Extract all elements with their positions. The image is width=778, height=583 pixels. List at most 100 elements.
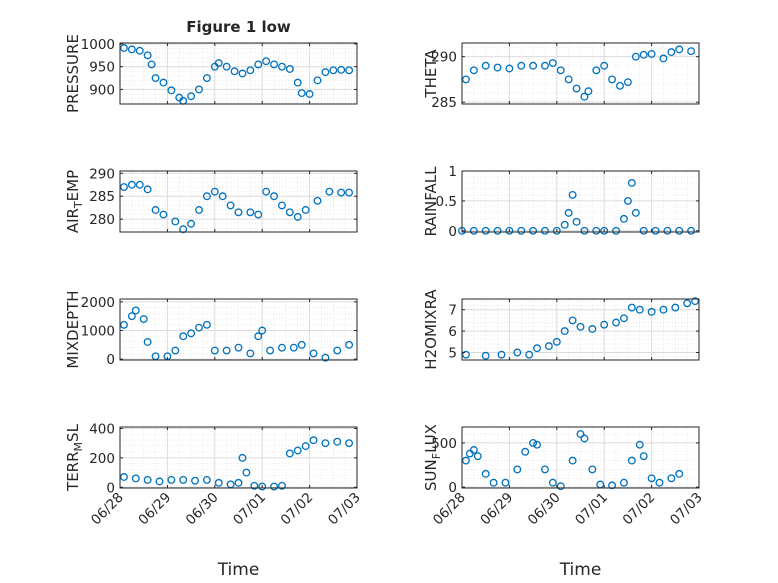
data-point xyxy=(671,303,680,312)
y-axis-label: THETA xyxy=(422,49,440,99)
data-point xyxy=(333,346,342,355)
y-axis-label-subscript: T xyxy=(72,201,85,209)
axes-box xyxy=(461,298,700,361)
data-point xyxy=(584,87,593,96)
data-point xyxy=(345,188,354,197)
y-tick-label: 7 xyxy=(448,303,457,319)
data-point xyxy=(469,226,478,235)
data-point xyxy=(627,303,636,312)
data-point xyxy=(560,327,569,336)
y-tick-label: 290 xyxy=(431,50,457,66)
data-point xyxy=(505,226,514,235)
data-point xyxy=(325,187,334,196)
data-point xyxy=(572,217,581,226)
data-point xyxy=(262,57,271,66)
data-point xyxy=(541,226,549,235)
y-axis-label-subscript: M xyxy=(72,442,85,452)
y-axis-label: AIRTEMP xyxy=(64,170,85,233)
y-axis-label-subscript: F xyxy=(430,453,443,459)
data-point xyxy=(289,343,298,352)
data-point xyxy=(659,305,668,314)
data-point xyxy=(301,442,310,451)
data-point xyxy=(493,63,502,72)
data-point xyxy=(580,226,589,235)
y-axis-label-main: THETA xyxy=(422,49,440,99)
data-point xyxy=(187,329,196,338)
data-point xyxy=(266,346,275,355)
axes-box xyxy=(461,170,700,233)
data-point xyxy=(171,346,180,355)
data-point xyxy=(691,297,699,306)
data-point xyxy=(592,226,601,235)
data-point xyxy=(242,468,251,477)
data-point xyxy=(345,66,354,75)
data-point xyxy=(623,78,632,87)
y-tick-label: 285 xyxy=(431,95,457,111)
data-point xyxy=(462,456,470,465)
data-point xyxy=(270,192,278,201)
y-axis-label: PRESSURE xyxy=(64,34,82,113)
data-point xyxy=(635,305,644,314)
axes-box xyxy=(119,170,358,233)
data-point xyxy=(293,212,302,221)
data-point xyxy=(285,449,294,458)
y-axis-label-tail: EMP xyxy=(64,170,82,201)
data-point xyxy=(195,206,203,214)
data-point xyxy=(222,62,231,71)
data-point xyxy=(580,434,589,443)
data-point xyxy=(675,226,684,235)
data-point xyxy=(234,343,243,352)
data-point xyxy=(119,44,128,52)
y-tick-label: 900 xyxy=(89,82,115,98)
data-point xyxy=(179,225,188,234)
data-point xyxy=(560,220,569,229)
data-point xyxy=(513,465,522,474)
data-point xyxy=(616,81,624,90)
data-point xyxy=(321,439,330,448)
data-point xyxy=(135,46,144,55)
y-axis-label: H2OMIXRA xyxy=(422,289,440,370)
data-point xyxy=(234,208,243,217)
data-point xyxy=(541,61,549,70)
data-point xyxy=(612,318,620,327)
data-point xyxy=(147,60,156,69)
data-point xyxy=(187,92,196,101)
data-point xyxy=(234,478,243,487)
data-point xyxy=(620,214,628,223)
data-point xyxy=(580,92,589,101)
data-point xyxy=(663,226,672,235)
data-point xyxy=(548,478,557,487)
y-tick-label: 1000 xyxy=(81,324,115,340)
data-point xyxy=(647,474,656,483)
y-axis-label-main: H2OMIXRA xyxy=(422,289,440,370)
y-tick-label: 0 xyxy=(106,480,115,496)
data-point xyxy=(179,332,188,341)
axes-box xyxy=(461,42,700,105)
data-point xyxy=(214,478,223,487)
data-point xyxy=(119,320,128,329)
data-point xyxy=(647,307,656,316)
data-point xyxy=(588,325,597,333)
data-point xyxy=(588,465,597,474)
data-point xyxy=(139,315,148,323)
data-point xyxy=(218,192,227,201)
data-point xyxy=(333,437,342,446)
data-point xyxy=(143,185,152,194)
data-point xyxy=(254,332,263,341)
chart-title: Figure 1 low xyxy=(186,18,291,36)
data-point xyxy=(254,210,263,219)
data-point xyxy=(202,192,211,201)
data-point xyxy=(655,478,664,487)
axes-box xyxy=(119,298,358,361)
y-axis-label-main: AIR xyxy=(64,208,82,233)
y-tick-label: 0 xyxy=(448,224,457,240)
data-point xyxy=(552,337,561,346)
data-point xyxy=(278,481,286,490)
data-point xyxy=(687,47,696,56)
data-point xyxy=(131,474,140,483)
data-point xyxy=(143,338,152,346)
subplot-right-3: 5 6 7 H2OMIXRA xyxy=(422,289,700,370)
data-point xyxy=(651,226,660,235)
